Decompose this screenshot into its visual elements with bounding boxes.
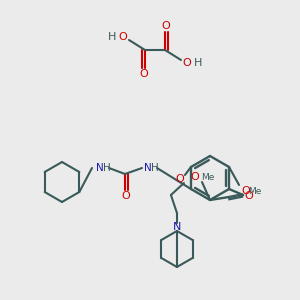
Text: H: H bbox=[194, 58, 202, 68]
Text: O: O bbox=[183, 58, 191, 68]
Text: O: O bbox=[140, 69, 148, 79]
Text: Me: Me bbox=[201, 172, 214, 182]
Text: O: O bbox=[190, 172, 199, 182]
Text: H: H bbox=[108, 32, 116, 42]
Text: O: O bbox=[176, 174, 184, 184]
Text: N: N bbox=[96, 163, 104, 173]
Text: O: O bbox=[162, 21, 170, 31]
Text: O: O bbox=[241, 186, 250, 196]
Text: O: O bbox=[122, 191, 130, 201]
Text: O: O bbox=[245, 191, 254, 201]
Text: H: H bbox=[103, 163, 111, 173]
Text: N: N bbox=[144, 163, 152, 173]
Text: H: H bbox=[151, 163, 159, 173]
Text: N: N bbox=[173, 222, 181, 232]
Text: Me: Me bbox=[248, 187, 261, 196]
Text: O: O bbox=[118, 32, 127, 42]
